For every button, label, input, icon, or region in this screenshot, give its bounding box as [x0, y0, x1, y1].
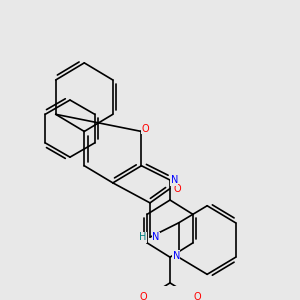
Text: O: O: [173, 184, 181, 194]
Text: N: N: [152, 232, 159, 242]
Text: O: O: [142, 124, 149, 134]
Text: H: H: [139, 232, 146, 242]
Text: N: N: [172, 251, 180, 261]
Text: O: O: [193, 292, 201, 300]
Text: N: N: [171, 175, 178, 185]
Text: O: O: [139, 292, 147, 300]
